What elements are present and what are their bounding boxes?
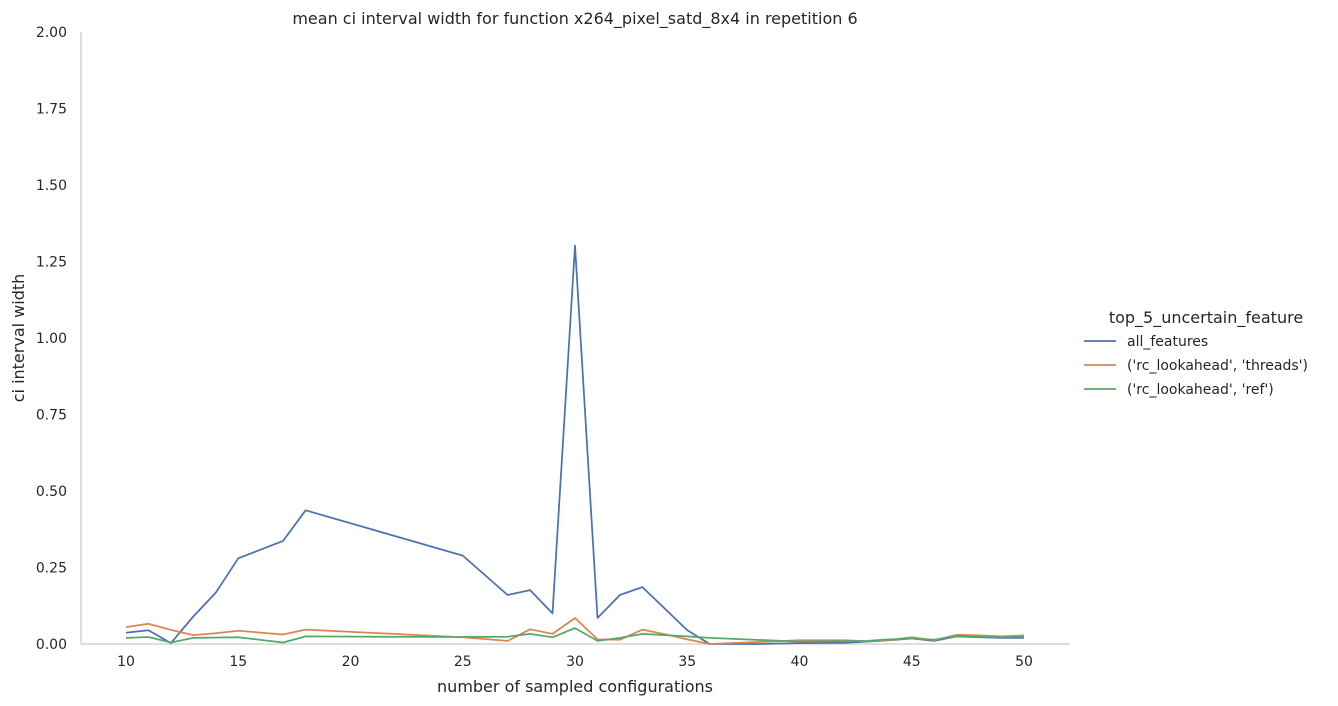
legend-entry-label: all_features — [1127, 334, 1208, 350]
y-ticks: 0.00 0.25 0.50 0.75 1.00 1.25 1.50 1.75 2.00 — [36, 25, 67, 653]
y-tick-label: 0.25 — [36, 561, 67, 577]
series-line — [125, 627, 1025, 644]
y-tick-label: 0.75 — [36, 408, 67, 424]
legend: top_5_uncertain_feature all_features ('rc… — [1084, 308, 1308, 398]
legend-entry-label: ('rc_lookahead', 'ref') — [1127, 382, 1274, 398]
legend-items: all_features ('rc_lookahead', 'threads') (… — [1084, 334, 1308, 398]
x-tick-label: 35 — [678, 654, 696, 670]
y-tick-label: 0.00 — [36, 637, 67, 653]
legend-title: top_5_uncertain_feature — [1109, 308, 1303, 328]
x-tick-label: 25 — [454, 654, 472, 670]
legend-entry-label: ('rc_lookahead', 'threads') — [1127, 358, 1308, 374]
x-tick-label: 45 — [903, 654, 921, 670]
x-tick-label: 20 — [342, 654, 360, 670]
x-ticks: 10 15 20 25 30 35 40 45 50 — [117, 654, 1033, 670]
x-tick-label: 30 — [566, 654, 584, 670]
y-tick-label: 1.00 — [36, 331, 67, 347]
x-tick-label: 15 — [229, 654, 247, 670]
x-axis-label: number of sampled configurations — [437, 677, 713, 696]
x-tick-label: 40 — [791, 654, 809, 670]
series-lines — [125, 244, 1025, 645]
y-tick-label: 0.50 — [36, 484, 67, 500]
x-tick-label: 50 — [1015, 654, 1033, 670]
y-tick-label: 1.50 — [36, 178, 67, 194]
x-tick-label: 10 — [117, 654, 135, 670]
y-axis-label: ci interval width — [9, 274, 28, 403]
chart-title: mean ci interval width for function x264… — [292, 9, 857, 29]
series-line — [125, 244, 1024, 645]
plot-area: 10 15 20 25 30 35 40 45 50 0.00 0.25 0.50 0.75 1.00 1… — [36, 25, 1070, 670]
y-tick-label: 2.00 — [36, 25, 67, 41]
y-tick-label: 1.25 — [36, 255, 67, 271]
y-tick-label: 1.75 — [36, 102, 67, 118]
